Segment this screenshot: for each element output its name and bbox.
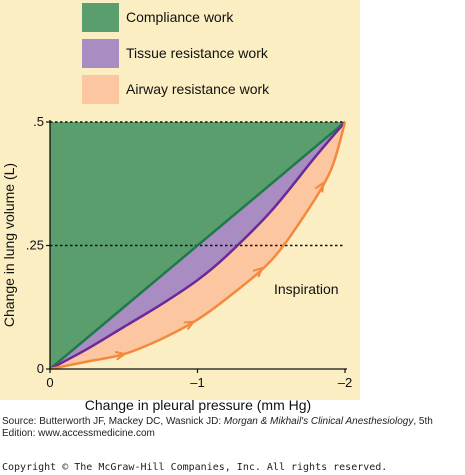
airway-resistance-curve — [49, 121, 347, 371]
x-tick-label-2: –2 — [338, 375, 352, 390]
x-axis-label: Change in pleural pressure (mm Hg) — [85, 397, 311, 413]
inspiration-arrows — [114, 181, 325, 361]
copyright-notice: Copyright © The McGraw-Hill Companies, I… — [2, 462, 388, 473]
y-tick-label-0: 0 — [37, 361, 44, 376]
plot-area — [49, 121, 347, 371]
x-tick-label-0: 0 — [46, 375, 53, 390]
arrow-head-3 — [314, 181, 325, 193]
source-suffix: , 5th Edition: www.accessmedicine.com — [2, 416, 433, 439]
legend-swatch-1 — [82, 39, 119, 68]
y-tick-label-2: .5 — [33, 114, 44, 129]
inspiration-label: Inspiration — [274, 281, 339, 297]
tissue-resistance-curve — [49, 121, 346, 371]
tick-labels: 0 –1 –2 0 .25 .5 — [26, 114, 352, 390]
source-citation: Source: Butterworth JF, Mackey DC, Wasni… — [2, 416, 464, 440]
arrow-head-2 — [252, 266, 264, 278]
compliance-line — [49, 121, 346, 370]
y-tick-label-1: .25 — [26, 238, 44, 253]
source-prefix: Source: Butterworth JF, Mackey DC, Wasni… — [2, 416, 224, 427]
arrow-head-1 — [183, 320, 195, 331]
arrow-head-0 — [114, 350, 126, 361]
legend: Compliance work Tissue resistance work Air… — [82, 3, 270, 104]
source-book-title: Morgan & Mikhail's Clinical Anesthesiolo… — [223, 416, 414, 427]
legend-label-1: Tissue resistance work — [126, 45, 269, 61]
legend-swatch-2 — [82, 75, 119, 104]
axes — [49, 120, 347, 370]
legend-label-0: Compliance work — [126, 9, 234, 25]
x-tick-label-1: –1 — [190, 375, 204, 390]
y-axis-label: Change in lung volume (L) — [1, 163, 17, 327]
legend-label-2: Airway resistance work — [126, 81, 270, 97]
legend-swatch-0 — [82, 3, 119, 32]
